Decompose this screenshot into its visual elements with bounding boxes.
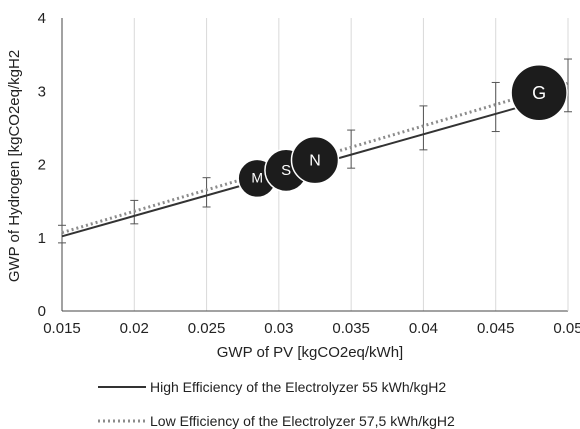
y-tick-label: 4 <box>38 10 46 27</box>
x-axis-title: GWP of PV [kgCO2eq/kWh] <box>217 344 403 361</box>
x-tick-label: 0.035 <box>332 320 370 337</box>
bubble-label-G: G <box>532 83 546 103</box>
y-axis-title: GWP of Hydrogen [kgCO2eq/kgH2 <box>6 50 23 282</box>
legend-label-2: Low Efficiency of the Electrolyzer 57,5 … <box>150 413 455 429</box>
bubble-label-N: N <box>309 152 321 169</box>
x-tick-label: 0.015 <box>43 320 81 337</box>
x-tick-label: 0.025 <box>188 320 226 337</box>
legend-label-1: High Efficiency of the Electrolyzer 55 k… <box>150 379 446 395</box>
bubble-G <box>510 63 568 122</box>
legend: High Efficiency of the Electrolyzer 55 k… <box>98 379 455 429</box>
bubbles: M S N G <box>237 63 568 199</box>
bubble-N <box>290 135 340 185</box>
x-tick-label: 0.02 <box>120 320 149 337</box>
x-tick-label: 0.03 <box>264 320 293 337</box>
x-tick-label: 0.05 <box>553 320 580 337</box>
y-tick-label: 2 <box>38 157 46 174</box>
tick-labels: 0.015 0.02 0.025 0.03 0.035 0.04 0.045 0.05 0 1 2 3… <box>38 10 580 337</box>
x-tick-label: 0.04 <box>409 320 438 337</box>
y-tick-label: 0 <box>38 303 46 320</box>
y-tick-label: 1 <box>38 230 46 247</box>
bubble-label-M: M <box>251 170 263 186</box>
bubble-label-S: S <box>281 162 291 179</box>
x-tick-label: 0.045 <box>477 320 515 337</box>
y-tick-label: 3 <box>38 83 46 100</box>
